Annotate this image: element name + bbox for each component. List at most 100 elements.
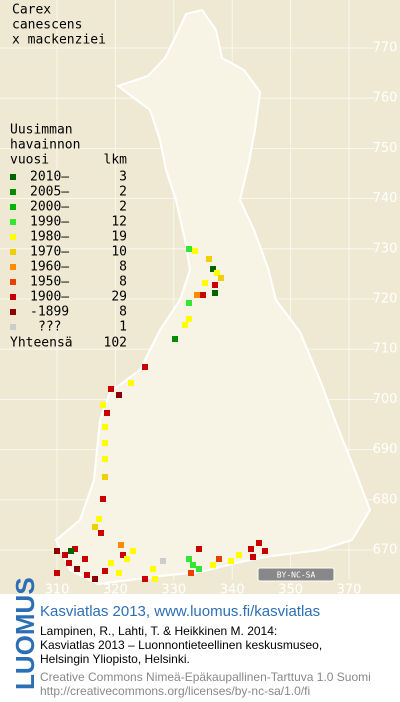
occurrence-square (108, 386, 114, 392)
occurrence-square (262, 548, 268, 554)
legend-swatch (10, 249, 16, 255)
legend-heading: vuosi (10, 153, 49, 168)
occurrence-square (66, 560, 72, 566)
occurrence-square (142, 576, 148, 582)
y-label: 770 (373, 41, 398, 56)
legend: 2010– 3 2005– 2 2000– 2 1990– 12 1980– 19 1970– 10 1… (10, 170, 127, 335)
occurrence-square (256, 540, 262, 546)
license-badge-text: BY-NC-SA (277, 571, 316, 580)
x-label: 350 (278, 583, 303, 598)
legend-count: 8 (119, 305, 127, 320)
x-label: 310 (45, 583, 70, 598)
occurrence-square (116, 392, 122, 398)
occurrence-square (186, 300, 192, 306)
occurrence-square (196, 566, 202, 572)
legend-label: 1990– (30, 215, 69, 230)
occurrence-square (216, 556, 222, 562)
citation: Kasviatlas 2013 – Luonnontieteellinen ke… (40, 638, 322, 652)
y-label: 710 (373, 342, 398, 357)
occurrence-square (186, 246, 192, 252)
occurrence-square (74, 566, 80, 572)
occurrence-square (218, 275, 224, 281)
species-title: canescens (12, 18, 82, 33)
y-label: 750 (373, 141, 398, 156)
footer-background (0, 594, 400, 702)
occurrence-square (96, 516, 102, 522)
legend-count: 19 (111, 230, 127, 245)
citation: Lampinen, R., Lahti, T. & Heikkinen M. 2… (40, 624, 277, 638)
x-label: 340 (220, 583, 245, 598)
occurrence-square (210, 266, 216, 272)
occurrence-square (102, 440, 108, 446)
occurrence-square (202, 280, 208, 286)
x-label: 370 (337, 583, 362, 598)
occurrence-square (54, 570, 60, 576)
legend-count: 8 (119, 275, 127, 290)
x-label: 330 (161, 583, 186, 598)
occurrence-square (194, 292, 200, 298)
occurrence-square (186, 316, 192, 322)
legend-label: 1950– (30, 275, 69, 290)
occurrence-square (172, 336, 178, 342)
occurrence-square (196, 546, 202, 552)
occurrence-square (192, 248, 198, 254)
species-title: x mackenziei (12, 33, 106, 48)
legend-swatch (10, 294, 16, 300)
occurrence-square (92, 576, 98, 582)
legend-swatch (10, 234, 16, 240)
y-label: 680 (373, 492, 398, 507)
legend-swatch (10, 189, 16, 195)
occurrence-square (186, 556, 192, 562)
y-label: 730 (373, 241, 398, 256)
legend-count: 2 (119, 200, 127, 215)
legend-label: 2005– (30, 185, 69, 200)
legend-swatch (10, 309, 16, 315)
occurrence-square (236, 552, 242, 558)
legend-total-count: 102 (104, 336, 127, 351)
legend-label: ??? (38, 320, 61, 335)
license-badge (257, 567, 335, 582)
occurrence-square (152, 576, 158, 582)
legend-label: 2010– (30, 170, 69, 185)
occurrence-square (102, 456, 108, 462)
occurrence-square (212, 290, 218, 296)
occurrence-square (182, 322, 188, 328)
occurrence-square (124, 556, 130, 562)
legend-swatch (10, 219, 16, 225)
legend-total-label: Yhteensä (10, 336, 73, 351)
occurrence-square (118, 542, 124, 548)
occurrence-square (102, 568, 108, 574)
occurrence-square (92, 524, 98, 530)
legend-swatch (10, 264, 16, 270)
occurrence-square (104, 410, 110, 416)
occurrence-square (160, 558, 166, 564)
occurrence-square (150, 566, 156, 572)
legend-swatch (10, 279, 16, 285)
y-label: 760 (373, 91, 398, 106)
legend-count: 12 (111, 215, 127, 230)
legend-label: 2000– (30, 200, 69, 215)
occurrence-square (82, 556, 88, 562)
legend-label: -1899 (30, 305, 69, 320)
occurrence-square (108, 560, 114, 566)
occurrence-square (102, 424, 108, 430)
footer-headline: Kasviatlas 2013, www.luomus.fi/kasviatla… (40, 603, 320, 620)
brand: LUOMUS (10, 577, 40, 690)
legend-label: 1960– (30, 260, 69, 275)
occurrence-square (72, 546, 78, 552)
legend-swatch (10, 174, 16, 180)
occurrence-square (100, 402, 106, 408)
legend-count: 1 (119, 320, 127, 335)
occurrence-square (190, 562, 196, 568)
occurrence-square (68, 548, 74, 554)
map-outline (54, 8, 372, 586)
occurrence-square (62, 552, 68, 558)
occurrence-square (128, 380, 134, 386)
license-text: http://creativecommons.org/licenses/by-n… (40, 684, 310, 698)
legend-count: 3 (119, 170, 127, 185)
y-label: 720 (373, 292, 398, 307)
y-label: 740 (373, 191, 398, 206)
occurrence-square (188, 570, 194, 576)
legend-swatch (10, 204, 16, 210)
